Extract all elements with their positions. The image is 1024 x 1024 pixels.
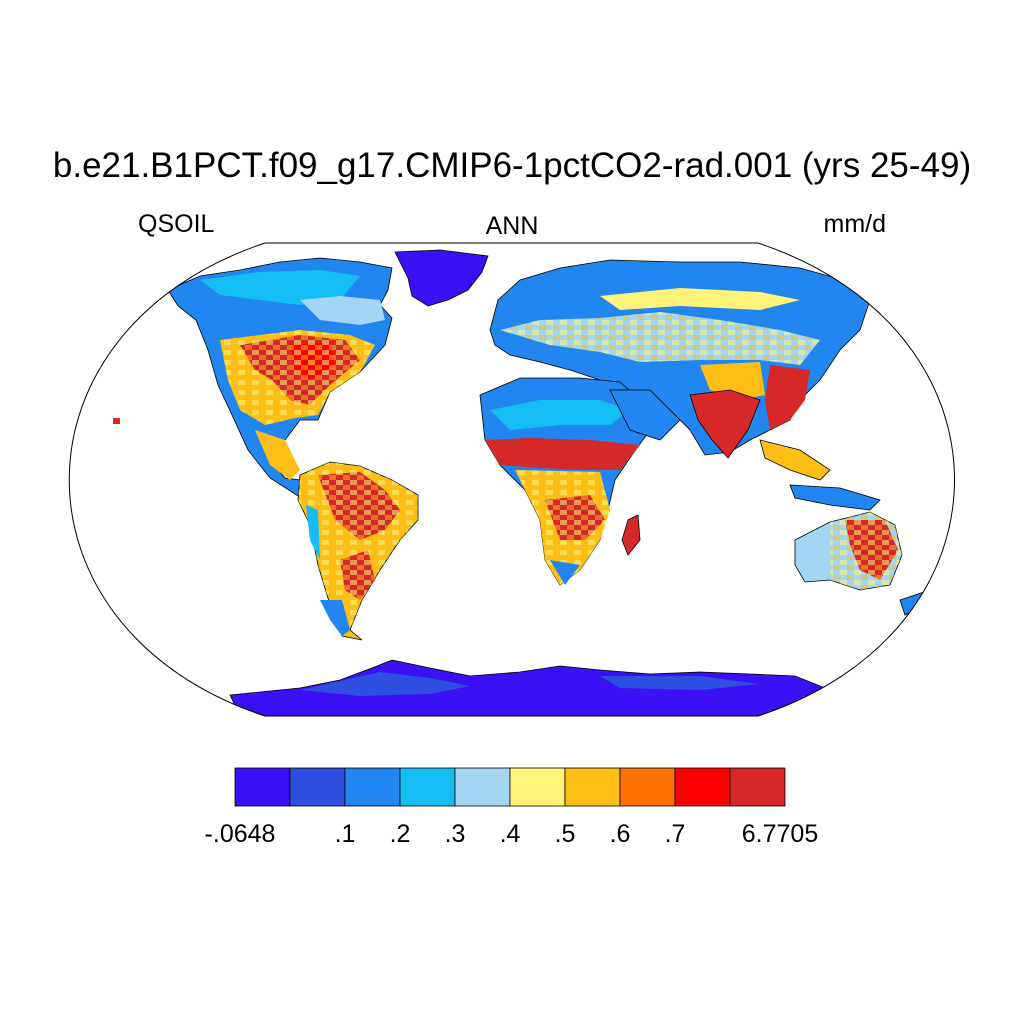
plot-title: b.e21.B1PCT.f09_g17.CMIP6-1pctCO2-rad.00… — [52, 146, 972, 185]
map-boundary — [68, 242, 955, 717]
colorbar-label: .2 — [390, 820, 411, 848]
colorbar-label: .1 — [335, 820, 356, 848]
colorbar-swatch — [454, 767, 511, 807]
colorbar-label: .5 — [555, 820, 576, 848]
colorbar-label: -.0648 — [205, 820, 276, 848]
colorbar-label: 6.7705 — [742, 820, 818, 848]
colorbar-swatch — [619, 767, 676, 807]
colorbar-label: .3 — [445, 820, 466, 848]
colorbar-label: .7 — [665, 820, 686, 848]
colorbar-swatch — [399, 767, 456, 807]
colorbar-swatch — [509, 767, 566, 807]
colorbar-swatch — [234, 767, 291, 807]
colorbar-swatch — [674, 767, 731, 807]
colorbar-swatch — [344, 767, 401, 807]
colorbar-swatch — [564, 767, 621, 807]
colorbar-label: .4 — [500, 820, 521, 848]
units-label: mm/d — [823, 210, 887, 238]
season-label: ANN — [485, 212, 539, 240]
variable-label: QSOIL — [138, 210, 215, 238]
landmass-india — [689, 389, 761, 459]
landmass-greenland — [394, 249, 489, 307]
colorbar-swatch — [289, 767, 346, 807]
colorbar-swatch — [729, 767, 786, 807]
colorbar-label: .6 — [610, 820, 631, 848]
